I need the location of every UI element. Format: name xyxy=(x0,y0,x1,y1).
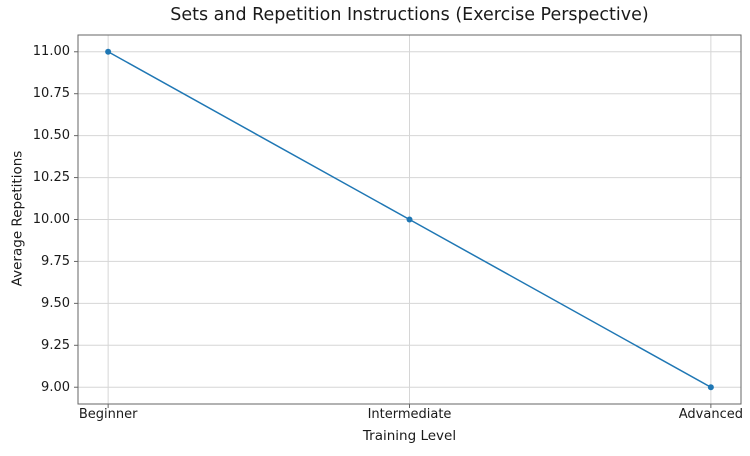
y-tick-label: 11.00 xyxy=(32,44,70,60)
y-tick-label: 9.75 xyxy=(41,253,70,269)
data-point-marker xyxy=(406,216,413,223)
y-tick-label: 10.50 xyxy=(32,128,70,144)
y-tick-label: 9.25 xyxy=(41,337,70,353)
x-axis-label: Training Level xyxy=(362,428,457,444)
data-point-marker xyxy=(707,384,714,391)
x-tick-label: Beginner xyxy=(78,407,138,422)
y-tick-label: 10.75 xyxy=(32,86,70,102)
y-tick-label: 9.00 xyxy=(41,379,70,395)
y-tick-label: 10.25 xyxy=(32,170,70,186)
data-point-marker xyxy=(105,48,112,55)
x-tick-label: Advanced xyxy=(678,407,743,422)
y-tick-label: 10.00 xyxy=(32,212,70,227)
x-tick-label: Intermediate xyxy=(367,407,452,422)
chart-title: Sets and Repetition Instructions (Exerci… xyxy=(170,5,649,25)
y-tick-label: 9.50 xyxy=(41,295,70,311)
